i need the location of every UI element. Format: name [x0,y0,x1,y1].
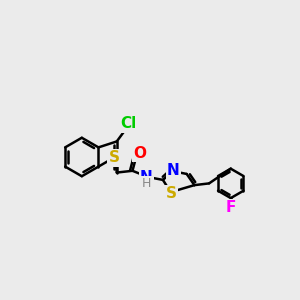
Text: H: H [142,177,151,190]
Text: O: O [134,146,147,161]
Text: S: S [166,186,177,201]
Text: Cl: Cl [121,116,137,131]
Text: F: F [226,200,236,215]
Text: S: S [109,150,120,165]
Text: N: N [140,170,153,185]
Text: N: N [167,163,180,178]
